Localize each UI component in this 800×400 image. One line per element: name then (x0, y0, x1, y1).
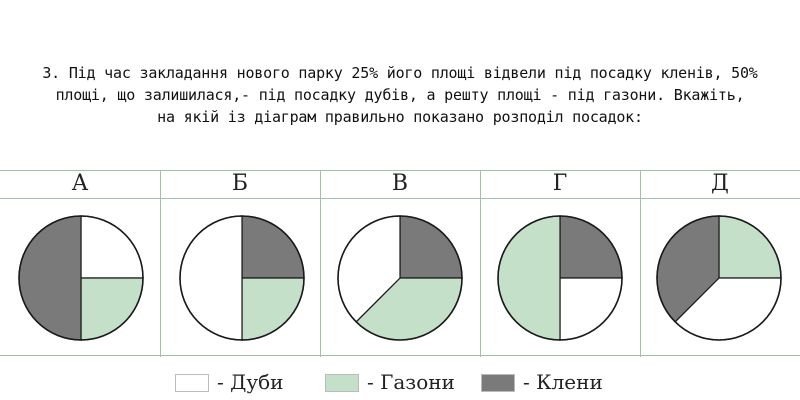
pie-slice (718, 215, 782, 279)
pie-slice (399, 215, 463, 279)
pie-slice (80, 215, 144, 279)
pie-slice (559, 215, 623, 279)
pie-outline (337, 215, 463, 341)
legend-label-maples: - Клени (523, 370, 603, 394)
question-line: на якій із діаграм правильно показано ро… (157, 108, 643, 126)
legend-label-lawns: - Газони (367, 370, 455, 394)
pie-slice (241, 277, 305, 341)
pie-slice (18, 215, 82, 341)
option-heading-g: Г (552, 171, 568, 196)
pie-slice (559, 277, 623, 341)
column-divider (320, 171, 321, 357)
pie-outline (497, 215, 623, 341)
pie-slice (179, 215, 243, 341)
question-text: 3. Під час закладання нового парку 25% й… (0, 62, 800, 128)
legend-swatch-maples (481, 374, 515, 392)
legend-swatch-oaks (175, 374, 209, 392)
diagram-table: А Б В Г Д (0, 170, 800, 357)
option-heading-b: Б (231, 171, 249, 196)
option-heading-d: Д (711, 171, 729, 196)
question-line: 3. Під час закладання нового парку 25% й… (42, 64, 758, 82)
pie-outline (18, 215, 144, 341)
bottom-divider (0, 355, 800, 356)
pie-outline (179, 215, 305, 341)
column-divider (480, 171, 481, 357)
legend-swatch-lawns (325, 374, 359, 392)
pie-slice (80, 277, 144, 341)
column-divider (640, 171, 641, 357)
column-divider (160, 171, 161, 357)
option-heading-a: А (71, 171, 89, 196)
pie-slice (241, 215, 305, 279)
question-line: площі, що залишилася,- під посадку дубів… (55, 86, 745, 104)
pie-slice (497, 215, 561, 341)
option-heading-v: В (391, 171, 409, 196)
header-divider (0, 198, 800, 199)
legend-label-oaks: - Дуби (217, 370, 284, 394)
pie-charts (18, 215, 782, 341)
pie-outline (656, 215, 782, 341)
